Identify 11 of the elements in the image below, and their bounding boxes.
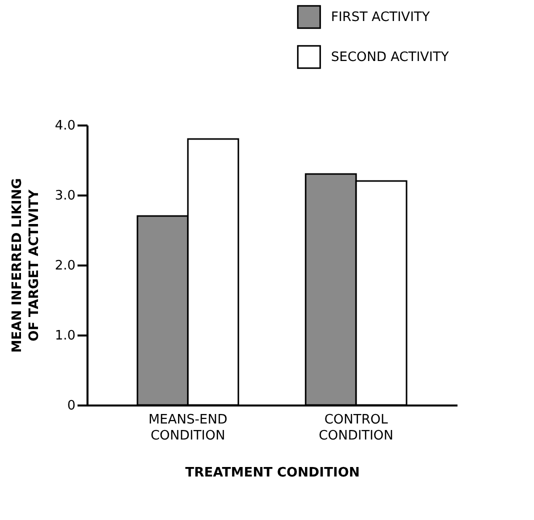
y-tick-label: 0 — [67, 398, 76, 414]
y-tick-label: 4.0 — [54, 118, 76, 134]
x-tick-label: CONTROL CONDITION — [318, 412, 394, 444]
y-tick-label: 3.0 — [54, 188, 76, 204]
y-axis-title: MEAN INFERRED LIKING OF TARGET ACTIVITY — [10, 178, 42, 353]
y-tick-label: 1.0 — [54, 328, 76, 344]
legend-label: SECOND ACTIVITY — [331, 50, 449, 65]
x-tick-label: MEANS-END CONDITION — [148, 412, 228, 444]
x-axis-title: TREATMENT CONDITION — [185, 466, 360, 480]
legend-label: FIRST ACTIVITY — [331, 10, 430, 25]
y-tick-label: 2.0 — [54, 258, 76, 274]
